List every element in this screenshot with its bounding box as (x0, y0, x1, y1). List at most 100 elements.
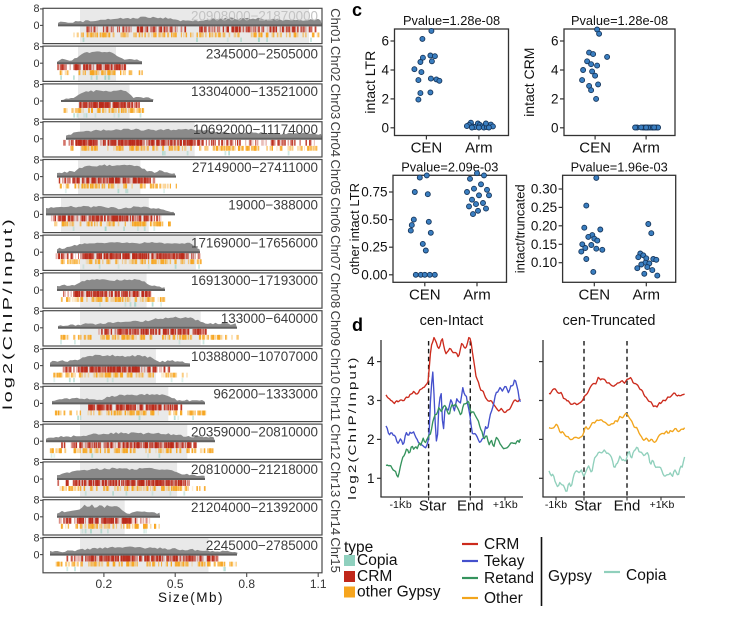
svg-text:c: c (352, 0, 362, 20)
svg-text:1.1: 1.1 (310, 577, 327, 591)
svg-text:8: 8 (33, 192, 39, 204)
svg-text:1: 1 (367, 471, 375, 486)
svg-text:Arm: Arm (632, 140, 660, 157)
svg-text:CEN: CEN (409, 286, 441, 303)
svg-text:Copia: Copia (357, 552, 398, 569)
svg-text:CRM: CRM (484, 536, 519, 553)
svg-text:8: 8 (33, 457, 39, 469)
svg-text:intact/truncated: intact/truncated (513, 184, 528, 273)
svg-text:0.50: 0.50 (361, 212, 387, 227)
svg-text:0: 0 (33, 134, 39, 146)
svg-text:0: 0 (33, 20, 39, 32)
svg-text:20359000−20810000: 20359000−20810000 (191, 424, 318, 439)
svg-text:Star: Star (574, 498, 602, 515)
svg-text:21204000−21392000: 21204000−21392000 (191, 500, 318, 515)
svg-text:Chr02: Chr02 (328, 46, 343, 81)
svg-text:0.5: 0.5 (167, 577, 184, 591)
svg-text:CEN: CEN (579, 140, 611, 157)
svg-text:+1Kb: +1Kb (650, 499, 675, 511)
svg-text:20810000−21218000: 20810000−21218000 (191, 462, 318, 477)
svg-text:8: 8 (33, 532, 39, 544)
svg-text:0: 0 (33, 474, 39, 486)
svg-text:0: 0 (33, 549, 39, 561)
svg-text:0: 0 (33, 398, 39, 410)
svg-text:0.30: 0.30 (531, 182, 557, 197)
svg-text:Other: Other (484, 590, 523, 607)
svg-text:0: 0 (33, 285, 39, 297)
svg-text:17169000−17656000: 17169000−17656000 (191, 235, 318, 250)
svg-text:Chr10: Chr10 (328, 348, 343, 383)
svg-text:13304000−13521000: 13304000−13521000 (191, 84, 318, 99)
svg-text:Chr06: Chr06 (328, 197, 343, 232)
svg-text:0: 0 (33, 436, 39, 448)
svg-text:27149000−27411000: 27149000−27411000 (192, 160, 318, 175)
svg-text:133000−640000: 133000−640000 (221, 311, 318, 326)
svg-text:0: 0 (33, 209, 39, 221)
svg-text:2: 2 (551, 91, 559, 106)
svg-text:2245000−2785000: 2245000−2785000 (206, 538, 318, 553)
svg-text:+1Kb: +1Kb (493, 499, 518, 511)
svg-text:0.10: 0.10 (531, 255, 557, 270)
svg-text:4: 4 (381, 63, 389, 78)
svg-text:8: 8 (33, 381, 39, 393)
svg-text:0: 0 (33, 96, 39, 108)
svg-text:0: 0 (33, 360, 39, 372)
svg-text:20908000−21870000: 20908000−21870000 (191, 9, 318, 24)
svg-text:8: 8 (33, 154, 39, 166)
svg-text:intact CRM: intact CRM (521, 48, 537, 117)
svg-text:0: 0 (551, 120, 559, 135)
svg-text:19000−388000: 19000−388000 (228, 198, 318, 213)
svg-text:other Gypsy: other Gypsy (357, 584, 441, 601)
svg-text:other intact LTR: other intact LTR (347, 183, 362, 275)
svg-text:Chr11: Chr11 (328, 387, 343, 421)
svg-text:6: 6 (381, 34, 389, 49)
svg-text:962000−1333000: 962000−1333000 (213, 387, 318, 402)
svg-text:0.2: 0.2 (96, 577, 113, 591)
svg-text:2: 2 (381, 91, 389, 106)
svg-text:8: 8 (33, 41, 39, 53)
svg-text:0: 0 (33, 323, 39, 335)
svg-text:8: 8 (33, 343, 39, 355)
svg-text:8: 8 (33, 230, 39, 242)
svg-text:6: 6 (551, 34, 559, 49)
svg-text:Chr14: Chr14 (328, 500, 343, 535)
svg-text:Chr04: Chr04 (328, 122, 343, 157)
svg-text:type: type (344, 539, 373, 556)
svg-text:0.00: 0.00 (361, 267, 387, 282)
svg-text:d: d (352, 315, 363, 335)
svg-text:Chr15: Chr15 (328, 537, 343, 572)
svg-text:0: 0 (33, 58, 39, 70)
svg-text:Chr09: Chr09 (328, 311, 343, 346)
svg-text:0.20: 0.20 (531, 218, 557, 233)
svg-text:0: 0 (33, 171, 39, 183)
svg-text:Retand: Retand (484, 570, 534, 587)
svg-text:8: 8 (33, 268, 39, 280)
svg-text:8: 8 (33, 419, 39, 431)
svg-text:2: 2 (367, 432, 375, 447)
svg-text:0.15: 0.15 (531, 237, 557, 252)
svg-text:-1Kb: -1Kb (390, 499, 412, 511)
svg-text:Pvalue=2.09e-03: Pvalue=2.09e-03 (401, 159, 498, 174)
svg-text:Chr01: Chr01 (328, 8, 343, 43)
svg-text:0.25: 0.25 (361, 240, 387, 255)
svg-text:End: End (457, 498, 484, 515)
svg-text:cen-Truncated: cen-Truncated (563, 313, 656, 329)
svg-text:0: 0 (33, 247, 39, 259)
svg-text:8: 8 (33, 79, 39, 91)
svg-text:8: 8 (33, 306, 39, 318)
svg-text:Arm: Arm (463, 286, 491, 303)
svg-text:log2(ChIP/Input): log2(ChIP/Input) (346, 355, 358, 499)
svg-text:10388000−10707000: 10388000−10707000 (191, 349, 318, 364)
svg-text:Tekay: Tekay (484, 553, 525, 570)
svg-text:CEN: CEN (578, 286, 610, 303)
svg-text:Chr03: Chr03 (328, 84, 343, 119)
svg-text:log2(ChIP/Input): log2(ChIP/Input) (0, 216, 15, 410)
svg-text:4: 4 (551, 63, 559, 78)
svg-text:Star: Star (419, 498, 447, 515)
svg-text:Arm: Arm (465, 140, 493, 157)
svg-text:Chr05: Chr05 (328, 159, 343, 194)
svg-text:8: 8 (33, 3, 39, 15)
svg-text:CEN: CEN (411, 140, 443, 157)
svg-text:cen-Intact: cen-Intact (420, 313, 484, 329)
svg-text:Chr07: Chr07 (328, 235, 343, 270)
